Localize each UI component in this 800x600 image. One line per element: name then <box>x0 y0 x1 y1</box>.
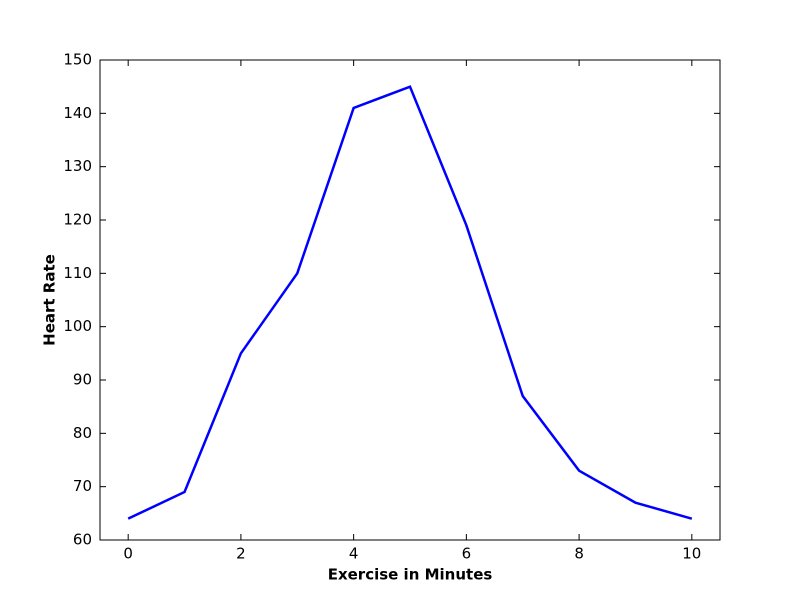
y-tick-label: 60 <box>73 531 92 549</box>
y-tick-label: 140 <box>63 104 92 122</box>
y-tick-label: 130 <box>63 157 92 175</box>
plot-frame <box>99 59 721 541</box>
y-tick-label: 90 <box>73 371 92 389</box>
y-tick-label: 150 <box>63 51 92 69</box>
y-axis-label: Heart Rate <box>41 254 59 346</box>
data-line <box>127 85 693 520</box>
y-tick-label: 70 <box>73 477 92 495</box>
x-tick-label: 10 <box>682 545 701 563</box>
x-tick-label: 4 <box>349 545 359 563</box>
y-tick-label: 80 <box>73 424 92 442</box>
x-tick-label: 0 <box>123 545 133 563</box>
y-tick-label: 110 <box>63 264 92 282</box>
x-tick-label: 2 <box>236 545 246 563</box>
y-tick-label: 100 <box>63 317 92 335</box>
y-tick-label: 120 <box>63 211 92 229</box>
x-tick-label: 6 <box>462 545 472 563</box>
x-tick-label: 8 <box>574 545 584 563</box>
x-axis-label: Exercise in Minutes <box>328 566 493 584</box>
